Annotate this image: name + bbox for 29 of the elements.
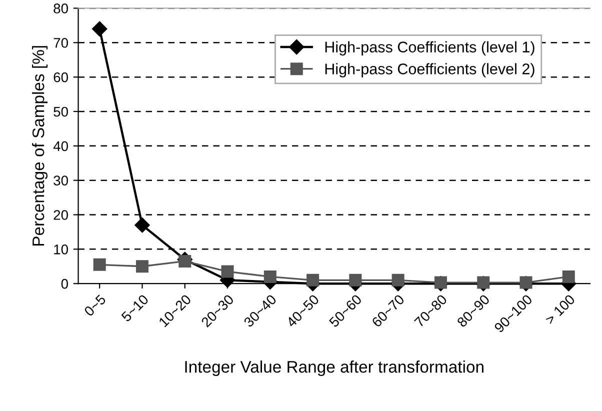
point: [136, 260, 148, 273]
y-tick-label: 70: [54, 38, 68, 48]
y-tick-label: 20: [54, 210, 68, 220]
point: [221, 265, 234, 278]
x-tick-label: 0~5: [84, 294, 106, 317]
x-tick-label: > 100: [544, 294, 576, 325]
legend-label: High-pass Coefficients (level 2): [325, 63, 534, 78]
point: [477, 276, 490, 289]
x-axis-title: Integer Value Range after transformation: [185, 360, 484, 376]
point: [520, 276, 532, 289]
y-tick-label: 40: [53, 141, 68, 152]
y-tick-label: 50: [54, 106, 68, 117]
legend-label: High-pass Coefficients (level 1): [325, 41, 534, 56]
y-tick-label: 30: [54, 176, 68, 186]
y-tick-label: 80: [54, 4, 68, 14]
point: [562, 270, 575, 283]
y-tick-label: 0: [61, 278, 68, 289]
point: [349, 274, 362, 286]
y-axis-title: Percentage of Samples [%]: [32, 46, 48, 246]
y-tick-label: 60: [54, 72, 68, 82]
point: [392, 274, 404, 286]
point: [93, 258, 106, 271]
point: [306, 274, 320, 286]
point: [134, 218, 150, 233]
point: [264, 270, 276, 283]
y-tick-label: 10: [54, 244, 68, 254]
point: [434, 276, 447, 289]
point: [178, 254, 192, 268]
point: [92, 21, 108, 36]
